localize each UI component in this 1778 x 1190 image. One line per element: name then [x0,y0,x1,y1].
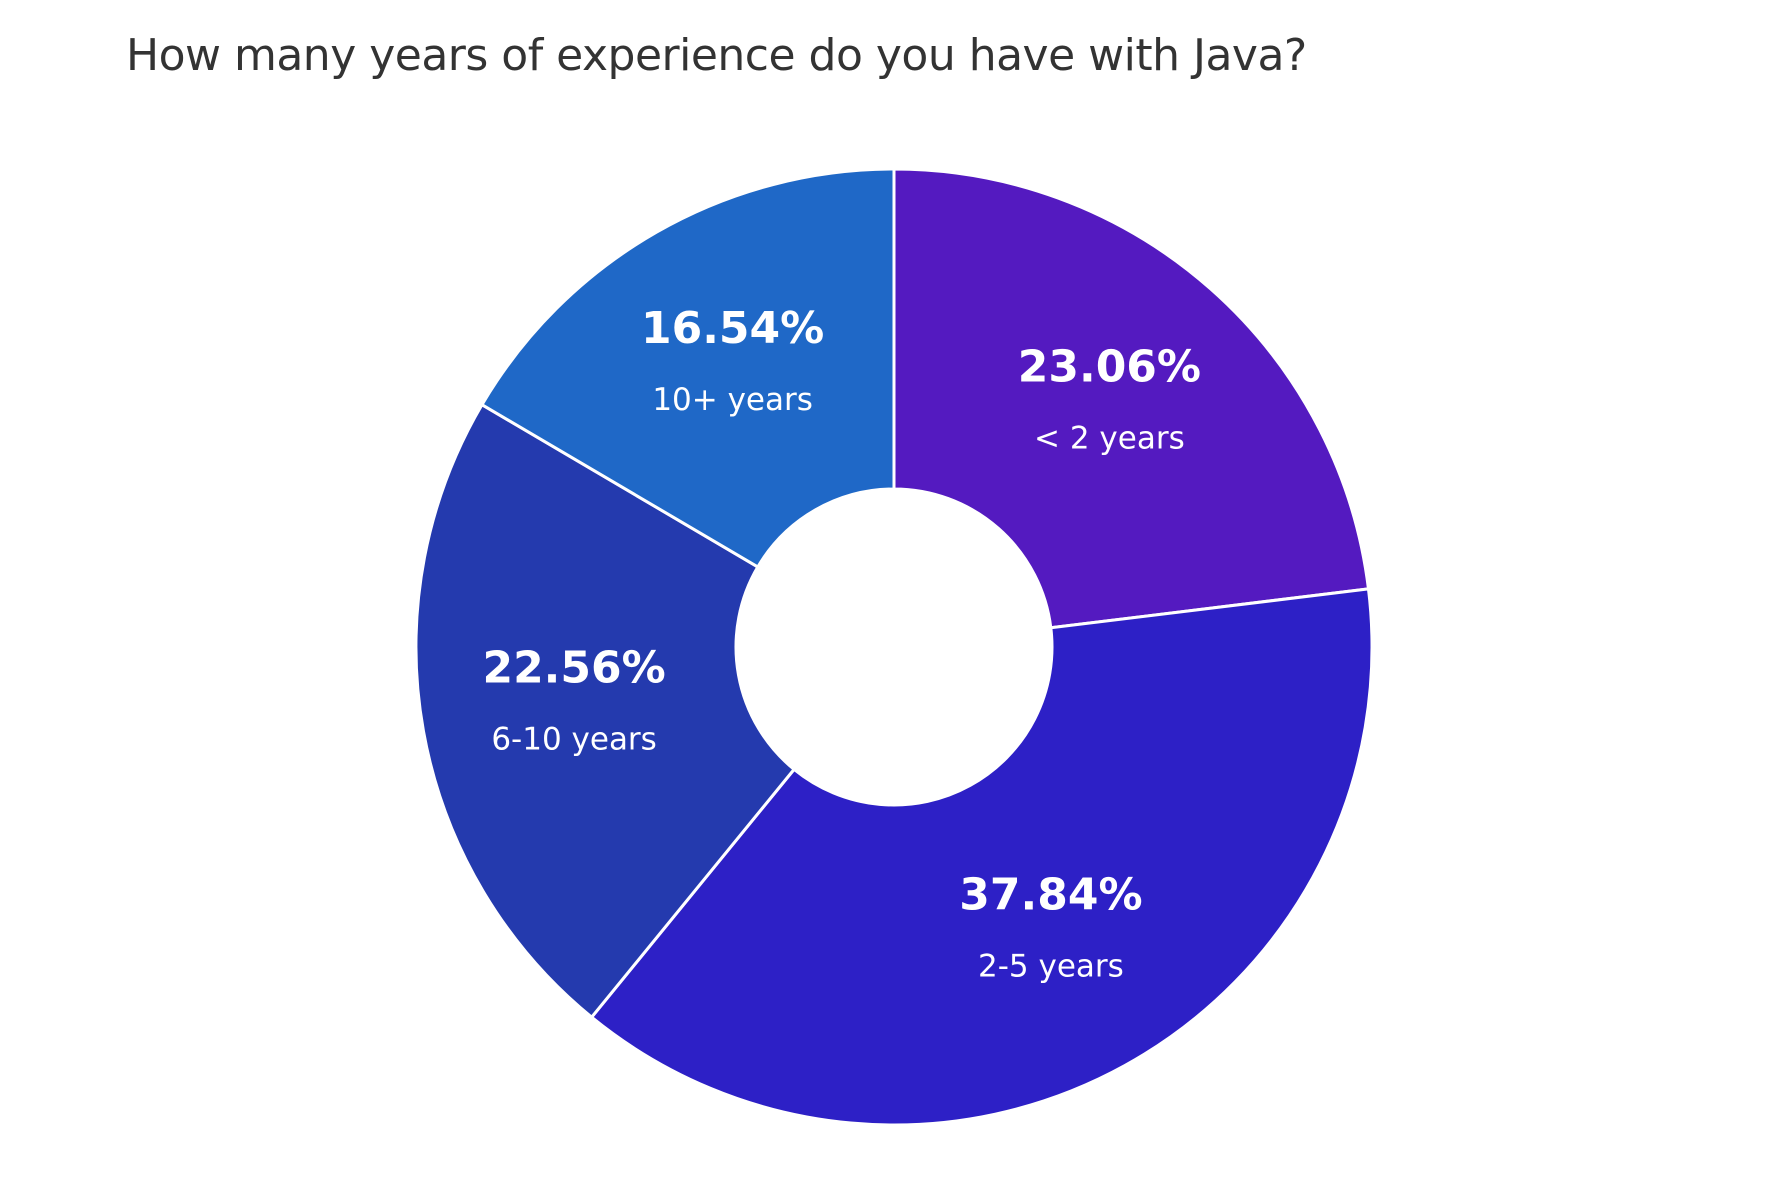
slice-0 [892,167,1370,630]
slice-value-label-3: 16.54% [641,303,824,354]
donut-slices [414,167,1374,1127]
slice-3 [480,167,896,569]
slice-1 [590,587,1374,1127]
slice-2 [414,403,796,1019]
slice-category-label-2: 6-10 years [491,721,657,757]
slice-value-label-0: 23.06% [1018,342,1201,393]
slice-category-label-0: < 2 years [1034,421,1185,457]
slice-category-label-1: 2-5 years [978,949,1124,985]
slice-value-label-2: 22.56% [482,642,665,693]
slice-category-label-3: 10+ years [652,382,813,418]
slice-value-label-1: 37.84% [959,870,1142,921]
chart-title: How many years of experience do you have… [126,30,1307,81]
donut-labels: 23.06% < 2 years 37.84% 2-5 years 22.56% 6-10… [482,303,1201,985]
